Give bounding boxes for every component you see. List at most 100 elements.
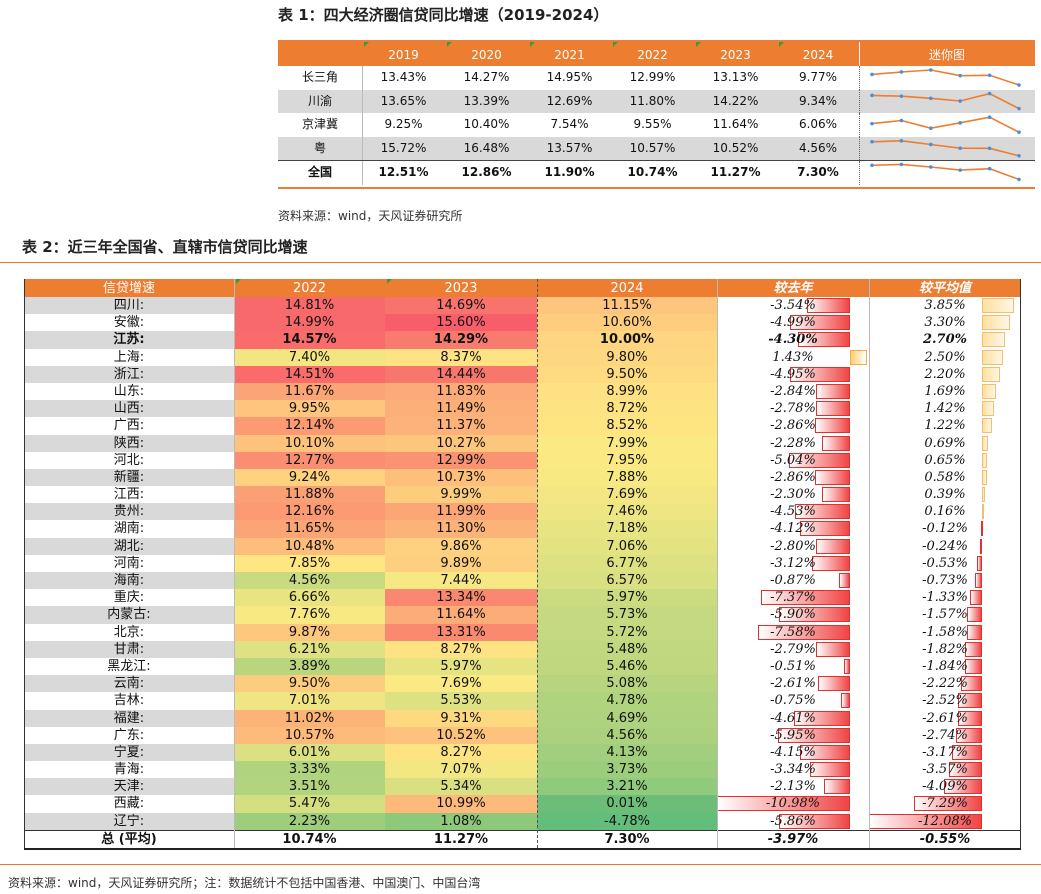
diff-last-year-bar bbox=[800, 521, 850, 537]
growth-value: 6.06% bbox=[798, 117, 838, 132]
growth-value: 11.90% bbox=[544, 165, 595, 180]
growth-2023: 14.29% bbox=[385, 331, 537, 349]
sparkline bbox=[871, 92, 1020, 110]
province-name: 河南: bbox=[113, 555, 145, 571]
table2-bottom-rule bbox=[0, 864, 1041, 865]
diff-average: -4.09% bbox=[922, 779, 968, 795]
growth-2022: 9.50% bbox=[234, 675, 385, 693]
sparkline-point bbox=[870, 139, 874, 144]
diff-last-year-cell bbox=[717, 657, 869, 676]
header-marker bbox=[447, 42, 452, 47]
sparkline-point bbox=[929, 142, 933, 147]
sparkline bbox=[871, 116, 1020, 133]
diff-average: -1.82% bbox=[922, 641, 968, 657]
table2-header: 信贷增速 2022 2023 2024 较去年 较平均值 bbox=[24, 279, 1021, 297]
growth-value: 7.54% bbox=[550, 117, 589, 132]
growth-2024: 10.00% bbox=[537, 331, 717, 349]
diff-average-cell bbox=[869, 726, 1021, 744]
total-2023: 11.27% bbox=[433, 831, 489, 847]
header-marker bbox=[613, 42, 618, 47]
table2-left-border bbox=[24, 279, 25, 849]
growth-2023: 8.37% bbox=[385, 348, 537, 366]
growth-2022: 6.21% bbox=[234, 640, 385, 658]
province-name: 安徽: bbox=[113, 315, 145, 331]
table1-source: 资料来源：wind，天风证券研究所 bbox=[278, 209, 463, 223]
growth-2023: 13.34% bbox=[385, 589, 537, 607]
column-separator bbox=[859, 89, 860, 114]
province-name: 山东: bbox=[113, 383, 145, 399]
table2-body: 四川: 14.81% 14.69% 11.15% -3.54% 3.85% 安徽: 14.99… bbox=[24, 297, 1021, 830]
diff-average-cell bbox=[869, 554, 1021, 572]
diff-average: -2.22% bbox=[922, 676, 968, 692]
diff-last-year: -4.61% bbox=[770, 710, 816, 726]
province-name: 新疆: bbox=[113, 469, 145, 485]
growth-2023: 11.83% bbox=[385, 382, 537, 401]
growth-value: 10.40% bbox=[463, 117, 510, 132]
sparkline-point bbox=[958, 168, 962, 172]
growth-2024: 5.48% bbox=[537, 640, 717, 658]
diff-average-cell bbox=[869, 589, 1021, 607]
growth-2024: 9.50% bbox=[537, 365, 717, 383]
growth-2024: 6.57% bbox=[537, 572, 717, 590]
growth-value: 14.95% bbox=[546, 70, 593, 84]
diff-average-cell bbox=[869, 692, 1021, 710]
diff-average-bar bbox=[965, 641, 982, 657]
growth-2024: 8.72% bbox=[537, 400, 717, 418]
growth-2022: 7.76% bbox=[234, 606, 385, 624]
diff-last-year-bar bbox=[790, 366, 850, 382]
diff-last-year: -2.84% bbox=[770, 383, 816, 399]
growth-2023: 9.86% bbox=[385, 537, 537, 555]
growth-2023: 11.30% bbox=[385, 520, 537, 538]
growth-value: 9.55% bbox=[633, 117, 672, 132]
diff-average: -1.33% bbox=[922, 590, 968, 606]
diff-last-year: -4.30% bbox=[768, 332, 818, 348]
growth-2022: 10.57% bbox=[234, 726, 385, 744]
sparkline-point bbox=[1017, 154, 1021, 158]
diff-average-cell bbox=[869, 606, 1021, 624]
column-separator bbox=[362, 136, 363, 161]
diff-last-year: -4.15% bbox=[770, 744, 816, 760]
diff-last-year: -2.86% bbox=[770, 418, 816, 434]
province-name: 浙江: bbox=[113, 366, 145, 382]
table2-row: 天津: 3.51% 5.34% 3.21% -2.13% -4.09% bbox=[24, 778, 1021, 796]
growth-2023: 10.52% bbox=[385, 726, 537, 744]
growth-2022: 14.99% bbox=[234, 314, 385, 332]
growth-2022: 9.87% bbox=[234, 623, 385, 641]
diff-last-year-bar bbox=[824, 779, 850, 795]
diff-average: 0.39% bbox=[924, 487, 966, 503]
diff-average: -0.73% bbox=[922, 573, 968, 588]
growth-value: 12.99% bbox=[629, 70, 676, 84]
table2-row: 贵州: 12.16% 11.99% 7.46% -4.53% 0.16% bbox=[24, 503, 1021, 521]
growth-2022: 12.77% bbox=[234, 451, 385, 469]
region-name: 粤 bbox=[313, 140, 326, 155]
diff-average-bar bbox=[979, 538, 982, 554]
province-name: 宁夏: bbox=[113, 744, 145, 760]
sparkline-point bbox=[1017, 83, 1021, 87]
diff-last-year-bar bbox=[778, 727, 850, 743]
sparkline-group bbox=[870, 68, 1021, 182]
table2-row: 江苏: 14.57% 14.29% 10.00% -4.30% 2.70% bbox=[24, 331, 1021, 349]
total-diff-last-year: -3.97% bbox=[767, 831, 819, 847]
diff-average-bar bbox=[982, 349, 1003, 365]
table2-row: 甘肃: 6.21% 8.27% 5.48% -2.79% -1.82% bbox=[24, 640, 1021, 658]
province-name: 云南: bbox=[113, 676, 145, 692]
sparkline-point bbox=[1017, 106, 1021, 111]
growth-2022: 3.89% bbox=[234, 657, 385, 676]
region-name: 全国 bbox=[307, 165, 332, 180]
diff-last-year-bar bbox=[758, 624, 850, 640]
growth-2023: 5.53% bbox=[385, 692, 537, 710]
diff-average: 2.20% bbox=[924, 366, 966, 382]
growth-2024: 4.78% bbox=[537, 692, 717, 710]
diff-last-year-bar bbox=[816, 538, 850, 554]
growth-value: 13.13% bbox=[712, 70, 759, 84]
diff-average-bar bbox=[964, 658, 982, 674]
diff-average-bar bbox=[943, 779, 982, 795]
table2-total-row: 总 (平均) 10.74% 11.27% 7.30% -3.97% -0.55% bbox=[24, 829, 1021, 850]
sparkline-point bbox=[987, 146, 992, 151]
diff-average-bar bbox=[982, 401, 994, 417]
table2-row: 安徽: 14.99% 15.60% 10.60% -4.99% 3.30% bbox=[24, 314, 1021, 332]
sparkline-point bbox=[1017, 177, 1021, 182]
diff-average-cell bbox=[869, 743, 1021, 762]
table2-row: 宁夏: 6.01% 8.27% 4.13% -4.15% -3.17% bbox=[24, 743, 1021, 762]
growth-2023: 13.31% bbox=[385, 623, 537, 641]
